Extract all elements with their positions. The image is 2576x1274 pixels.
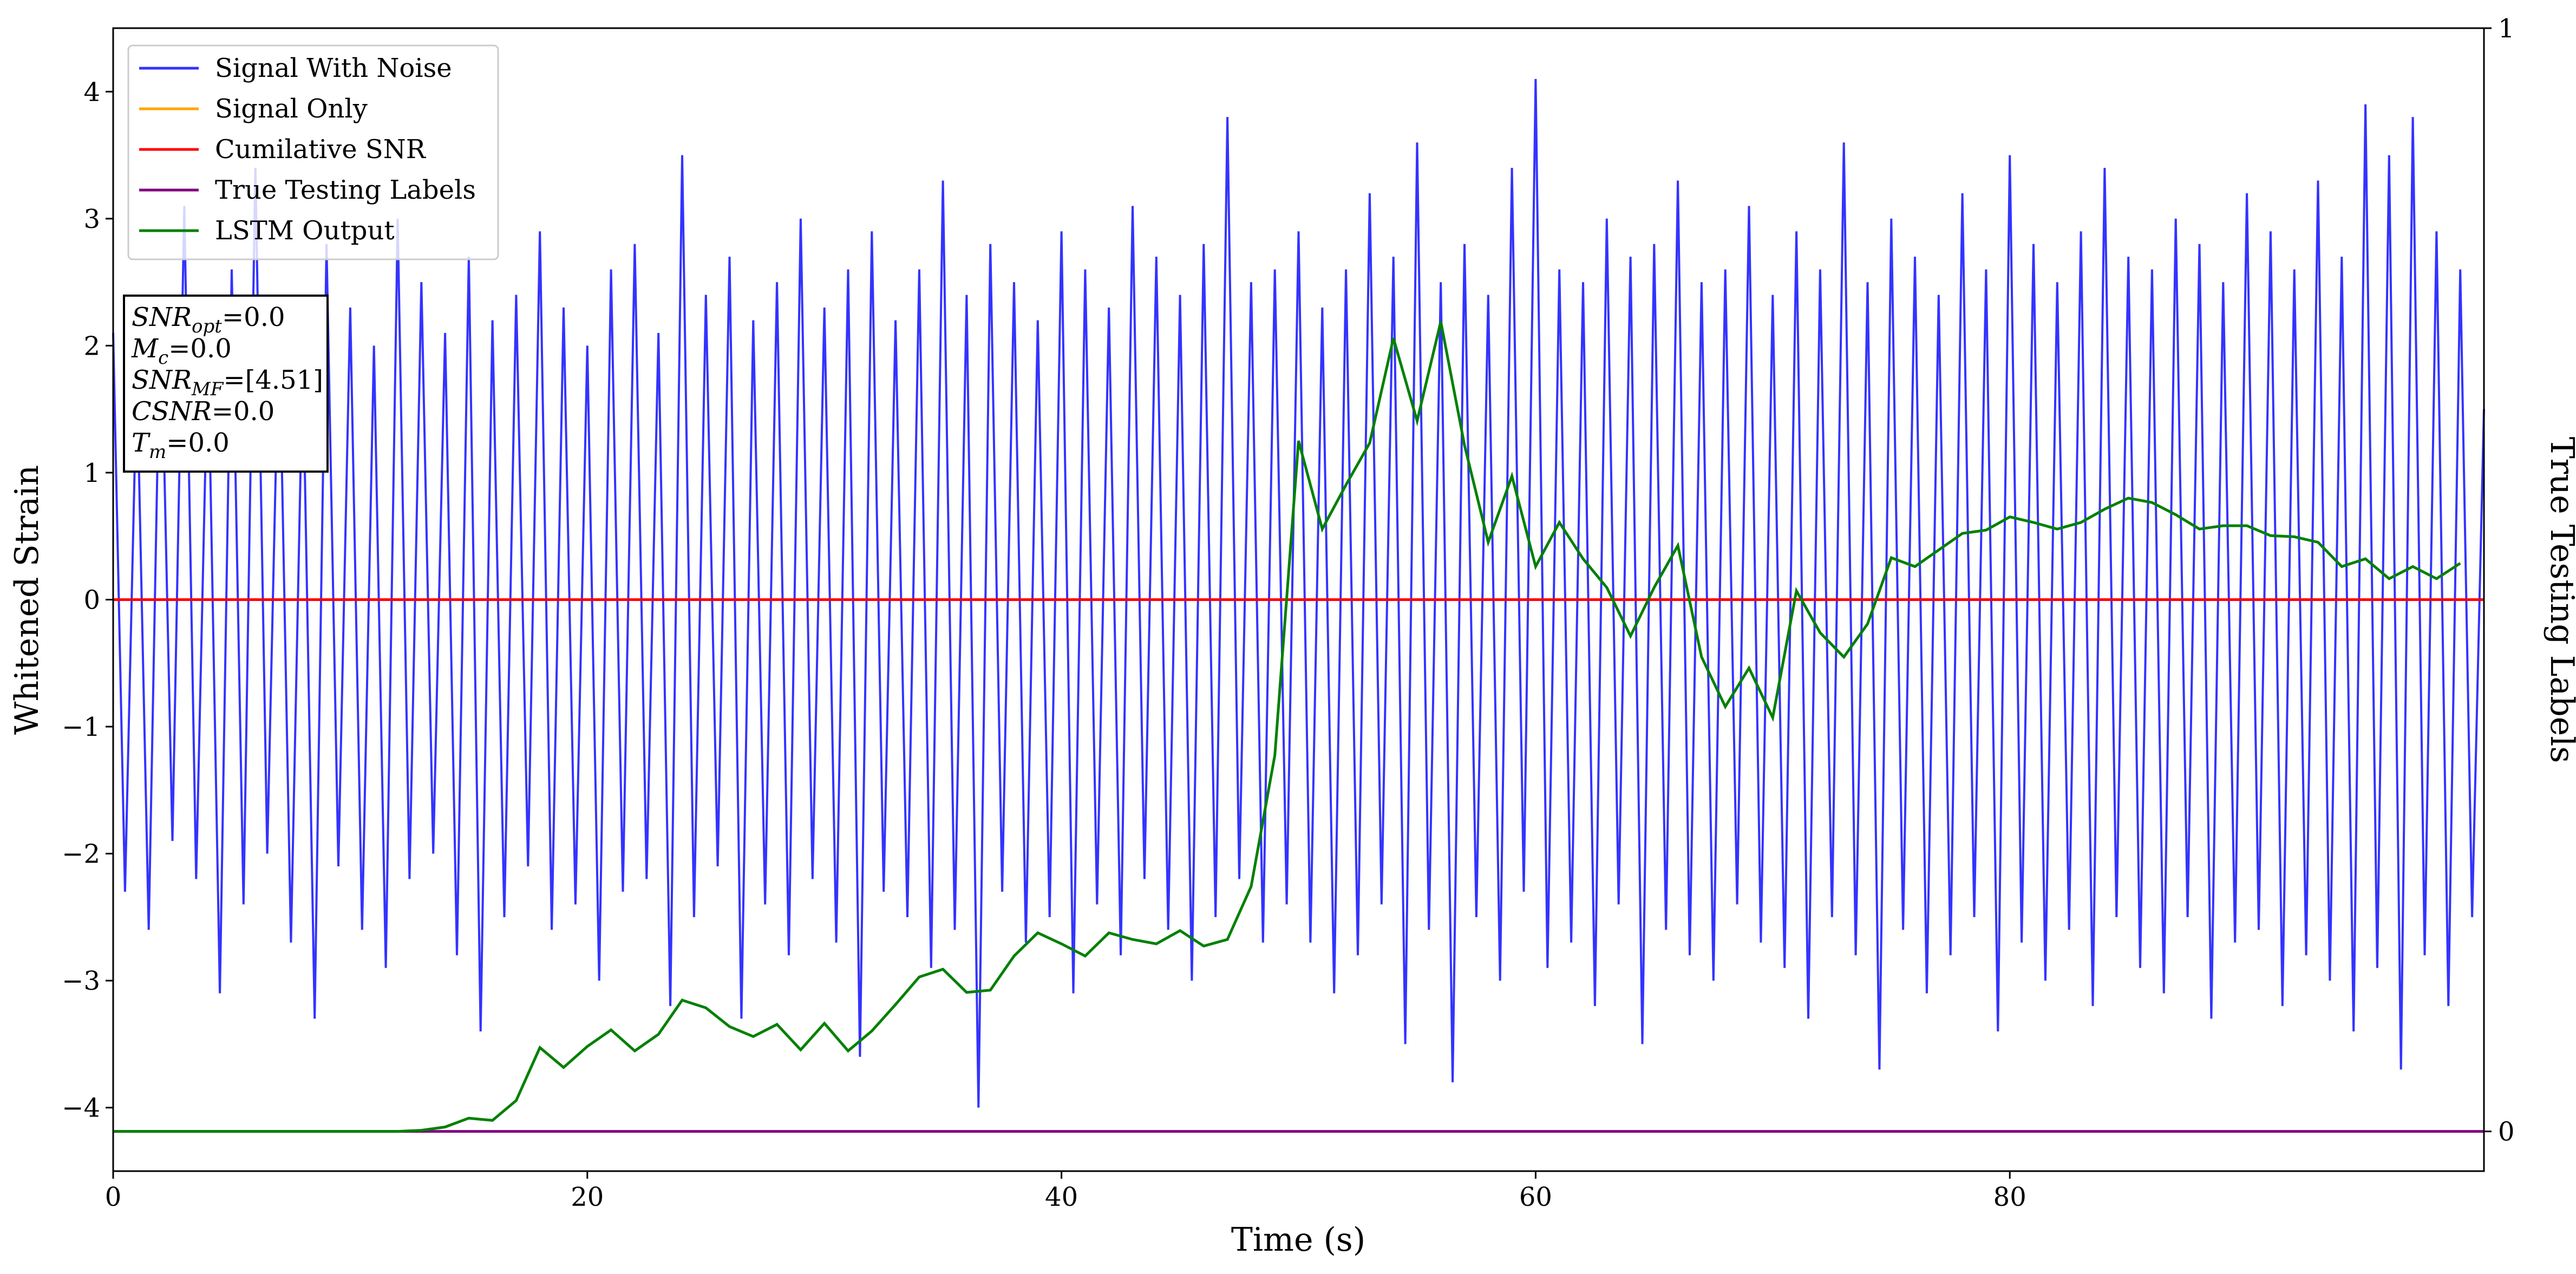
y-tick-label: 2 <box>83 331 100 361</box>
legend-label: Cumilative SNR <box>215 134 427 165</box>
annotation-line: Mc=0.0 <box>131 334 232 369</box>
y-axis-label: Whitened Strain <box>8 465 46 735</box>
annotation-base: SNR <box>132 302 192 332</box>
y-tick-label: −2 <box>62 839 100 870</box>
x-axis-label: Time (s) <box>1231 1221 1365 1259</box>
legend-box <box>127 44 499 260</box>
y-tick-label: −3 <box>62 966 100 996</box>
y-tick-label: 4 <box>83 77 100 107</box>
annotation-line: CSNR=0.0 <box>132 396 274 427</box>
series-line <box>113 321 2461 1133</box>
y-tick-label: 3 <box>83 204 100 234</box>
y-tick-label: 1 <box>83 458 100 488</box>
annotation-rest: =0.0 <box>166 428 230 458</box>
y-tick-label: 0 <box>83 585 100 616</box>
x-tick-label: 20 <box>571 1182 604 1212</box>
annotation-line: SNRMF=[4.51] <box>132 365 323 400</box>
legend-label: True Testing Labels <box>215 175 476 205</box>
annotation-box <box>123 295 329 473</box>
y-tick-label: −1 <box>62 712 100 742</box>
x-tick-label: 80 <box>1993 1182 2026 1212</box>
annotation-sub: m <box>149 441 166 463</box>
x-tick-label: 0 <box>105 1182 122 1212</box>
series-line <box>112 79 2485 1108</box>
annotation-rest: =0.0 <box>168 334 232 364</box>
legend-label: LSTM Output <box>215 215 395 246</box>
annotation-rest: =0.0 <box>222 302 285 332</box>
annotation-sub: opt <box>192 316 222 337</box>
y2-axis-label: True Testing Labels <box>2543 437 2576 763</box>
legend-label: Signal Only <box>215 94 368 124</box>
y2-tick-label: 0 <box>2498 1117 2515 1147</box>
legend-label: Signal With Noise <box>215 53 452 83</box>
annotation-rest: =0.0 <box>212 396 275 427</box>
y2-tick-label: 1 <box>2498 14 2515 44</box>
annotation-base: T <box>132 428 151 458</box>
annotation-line: Tm=0.0 <box>132 428 230 463</box>
annotation-base: SNR <box>132 365 192 395</box>
x-tick-label: 40 <box>1045 1182 1078 1212</box>
annotation-line: SNRopt=0.0 <box>132 302 285 337</box>
annotation-base: CSNR <box>132 396 212 427</box>
annotation-sub: MF <box>191 378 224 400</box>
annotation-sub: c <box>158 347 168 369</box>
y-tick-label: −4 <box>62 1093 100 1123</box>
x-tick-label: 60 <box>1519 1182 1552 1212</box>
annotation-base: M <box>131 334 159 364</box>
annotation-rest: =[4.51] <box>223 365 323 395</box>
